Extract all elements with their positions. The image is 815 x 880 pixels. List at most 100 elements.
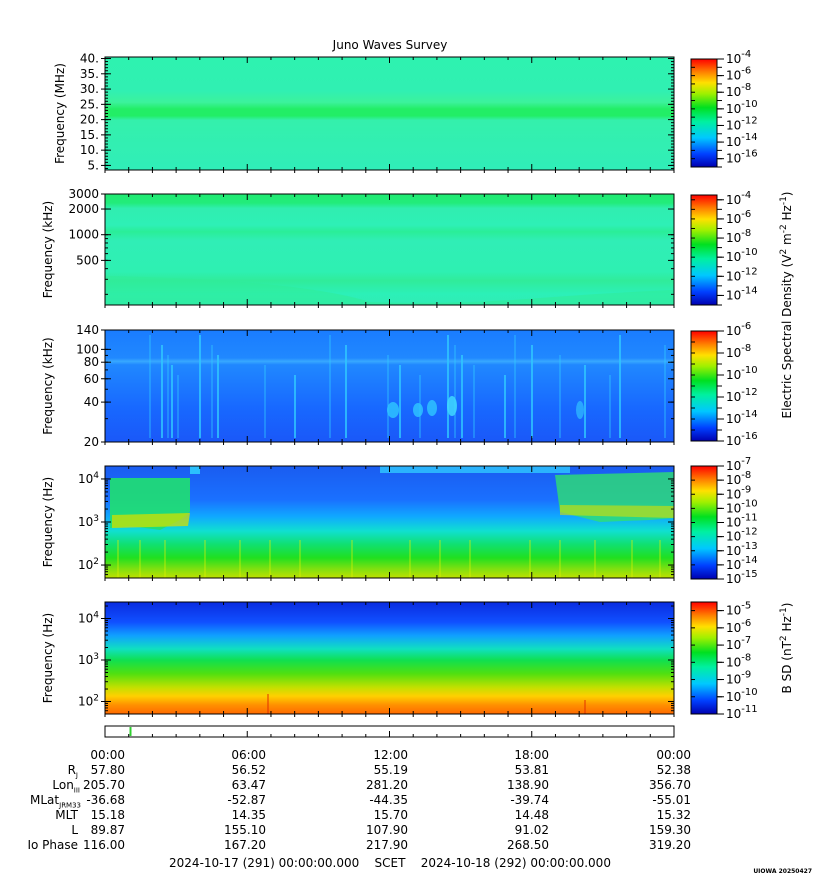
ytick-label: 104	[78, 471, 99, 486]
eph-value: 91.02	[514, 823, 549, 837]
panel-4-axes: 102 103 104 Frequency (Hz)	[41, 465, 675, 581]
ytick-label: 10.	[80, 143, 99, 157]
cbar-tick-label: 10-4	[726, 49, 751, 66]
ytick-label: 140	[76, 323, 99, 337]
eph-value: 159.30	[649, 823, 691, 837]
ytick-label: 20.	[80, 113, 99, 127]
eph-time-3: 18:00	[514, 748, 549, 762]
cbar-tick-label: 10-6	[726, 209, 751, 226]
eph-value: 217.90	[366, 838, 408, 852]
ytick-label: 30.	[80, 82, 99, 96]
panel-5-ylabel: Frequency (Hz)	[41, 613, 55, 704]
eph-value: 14.35	[231, 808, 266, 822]
cbar-tick-label: 10-9	[726, 484, 751, 501]
eph-value: 57.80	[90, 763, 125, 777]
ytick-label: 103	[78, 652, 99, 667]
panel-3-ylabel: Frequency (kHz)	[41, 337, 55, 434]
cbar-tick-label: 10-5	[726, 601, 751, 618]
eph-time-0: 00:00	[90, 748, 125, 762]
cbar-tick-label: 10-12	[726, 387, 758, 404]
eph-value: 15.32	[656, 808, 691, 822]
footer-text: 2024-10-17 (291) 00:00:00.000 SCET 2024-…	[169, 856, 611, 870]
ytick-label: 5.	[88, 158, 99, 172]
ytick-label: 3000	[68, 187, 99, 201]
ytick-label: 102	[78, 557, 99, 572]
eph-value: 14.48	[514, 808, 549, 822]
cbar-tick-label: 10-16	[726, 149, 758, 166]
ytick-label: 1000	[68, 228, 99, 242]
eph-label-mlat: MLatJRM33	[30, 793, 81, 810]
panel-2-ylabel: Frequency (kHz)	[41, 201, 55, 298]
ytick-label: 102	[78, 694, 99, 709]
eph-value: -55.01	[652, 793, 691, 807]
cbar-tick-label: 10-14	[726, 132, 758, 149]
eph-value: 116.00	[83, 838, 125, 852]
cbar-tick-label: 10-7	[726, 635, 751, 652]
eph-value: 155.10	[224, 823, 266, 837]
eph-value: 52.38	[656, 763, 691, 777]
cbar-tick-label: 10-10	[726, 687, 758, 704]
eph-value: 15.18	[90, 808, 125, 822]
eph-value: 268.50	[507, 838, 549, 852]
ytick-label: 2000	[68, 202, 99, 216]
ytick-label: 60	[84, 372, 99, 386]
ytick-label: 35.	[80, 67, 99, 81]
chart-title: Juno Waves Survey	[332, 38, 448, 52]
eph-value: -39.74	[510, 793, 549, 807]
eph-value: 15.70	[373, 808, 408, 822]
ytick-label: 80	[84, 355, 99, 369]
ytick-label: 104	[78, 611, 99, 626]
eph-label-rj: RJ	[67, 763, 78, 780]
ytick-label: 103	[78, 514, 99, 529]
cbar-tick-label: 10-8	[726, 228, 751, 245]
eph-label-l: L	[71, 823, 78, 837]
panel-1-spectrogram	[105, 57, 674, 170]
cbar-tick-label: 10-13	[726, 541, 758, 558]
cbar-tick-label: 10-10	[726, 365, 758, 382]
cbar-tick-label: 10-12	[726, 527, 758, 544]
cbar-tick-label: 10-10	[726, 99, 758, 116]
eph-value: 53.81	[514, 763, 549, 777]
eph-time-2: 12:00	[373, 748, 408, 762]
ytick-label: 25.	[80, 97, 99, 111]
cbar-tick-label: 10-8	[726, 82, 751, 99]
magnetic-cbar-title: B SD (nT2 Hz-1)	[779, 603, 794, 694]
eph-value: 89.87	[90, 823, 125, 837]
panel-4-ylabel: Frequency (Hz)	[41, 477, 55, 568]
cbar-tick-label: 10-14	[726, 409, 758, 426]
eph-value: 205.70	[83, 778, 125, 792]
cbar-tick-label: 10-14	[726, 285, 758, 302]
eph-value: 281.20	[366, 778, 408, 792]
panel-3-spectrogram	[105, 330, 674, 442]
eph-time-1: 06:00	[231, 748, 266, 762]
eph-value: 55.19	[373, 763, 408, 777]
eph-value: 138.90	[507, 778, 549, 792]
cbar-tick-label: 10-16	[726, 431, 758, 448]
panel-1-axes: 5.10.15.20. 25.30.35.40. Frequency (MHz)	[53, 52, 675, 173]
cbar-tick-label: 10-10	[726, 498, 758, 515]
eph-label-mlt: MLT	[55, 808, 78, 822]
cbar-tick-label: 10-6	[726, 321, 751, 338]
eph-value: 167.20	[224, 838, 266, 852]
eph-label-lon: LonIII	[52, 778, 80, 795]
eph-value: 63.47	[231, 778, 266, 792]
eph-value: 356.70	[649, 778, 691, 792]
panel-1-ylabel: Frequency (MHz)	[53, 63, 67, 164]
eph-value: 319.20	[649, 838, 691, 852]
ytick-label: 40	[84, 395, 99, 409]
panel-4-spectrogram	[105, 466, 674, 578]
electric-cbar-title: Electric Spectral Density (V2 m-2 Hz-1)	[779, 191, 794, 418]
eph-value: 107.90	[366, 823, 408, 837]
cbar-tick-label: 10-6	[726, 618, 751, 635]
panel-5-axes: 102 103 104 Frequency (Hz)	[41, 601, 675, 717]
panel-4-colorbar: 10-1510-1410-1310-1210-1110-1010-910-810…	[690, 456, 758, 586]
cbar-tick-label: 10-8	[726, 652, 751, 669]
cbar-tick-label: 10-12	[726, 115, 758, 132]
eph-value: -52.87	[227, 793, 266, 807]
panel-2-spectrogram	[105, 194, 674, 305]
panel-2-colorbar: 10-14 10-12 10-10 10-8 10-6 10-4	[690, 190, 758, 306]
